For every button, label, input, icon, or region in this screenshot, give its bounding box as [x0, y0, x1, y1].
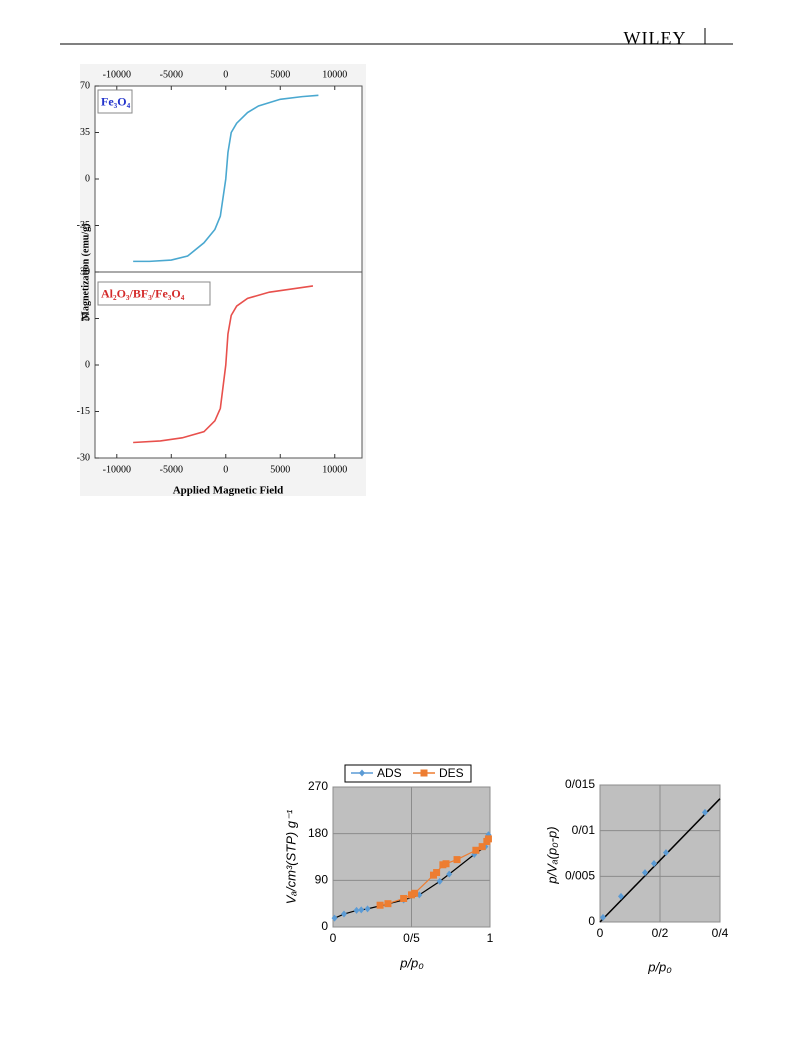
x-tick-label: -10000: [103, 69, 131, 80]
x-tick-label: 0/5: [403, 931, 420, 945]
marker: [358, 906, 365, 914]
x-tick-label: 1: [487, 931, 494, 945]
marker: [702, 808, 708, 816]
legend-box: [344, 764, 472, 783]
y-tick-label: -30: [77, 452, 90, 463]
marker: [384, 900, 392, 908]
series-line: [133, 94, 319, 263]
y-tick-label: 0/015: [565, 777, 595, 791]
legend-label: DES: [439, 766, 464, 780]
marker: [420, 769, 428, 777]
marker: [618, 892, 624, 900]
x-axis-label: p/p₀: [647, 959, 672, 974]
panel-label-box: [97, 89, 133, 114]
x-tick-label: 0: [597, 926, 604, 940]
y-tick-label: 180: [308, 826, 328, 840]
marker: [651, 860, 657, 868]
series-line: [133, 285, 314, 444]
marker: [411, 889, 419, 897]
marker: [442, 860, 450, 868]
marker: [446, 870, 453, 878]
fit-line: [599, 798, 721, 923]
marker: [359, 769, 365, 777]
panel-label-box: [97, 281, 211, 306]
panel-label: Fe₃O₄: [101, 94, 131, 108]
x-tick-label: 0: [330, 931, 337, 945]
y-tick-label: -35: [77, 220, 90, 231]
marker: [642, 869, 648, 877]
x-axis-label: p/p₀: [399, 955, 424, 970]
x-tick-label: 5000: [270, 464, 290, 475]
x-tick-label: 10000: [322, 69, 347, 80]
y-axis-label: Magnetization (emu/g): [80, 224, 91, 321]
x-tick-label: -10000: [103, 464, 131, 475]
marker: [484, 835, 492, 843]
marker: [433, 869, 441, 877]
x-tick-label: 5000: [270, 69, 290, 80]
marker: [453, 856, 461, 864]
marker: [472, 846, 480, 854]
legend-label: ADS: [377, 766, 402, 780]
y-axis-label: p/Vₐ(p₀-p): [544, 826, 559, 884]
x-tick-label: -5000: [160, 464, 183, 475]
marker: [376, 901, 384, 909]
x-tick-label: 0/2: [652, 926, 669, 940]
y-tick-label: 0/01: [572, 823, 596, 837]
marker: [663, 849, 669, 857]
y-axis-label: Vₐ/cm³(STP) g⁻¹: [283, 809, 298, 904]
marker: [364, 905, 371, 913]
marker: [600, 913, 606, 921]
panel-label: Al₂O₃/BF₃/Fe₃O₄: [101, 286, 185, 300]
x-tick-label: 0/4: [712, 926, 729, 940]
y-tick-label: 30: [80, 266, 90, 277]
y-tick-label: -15: [77, 406, 90, 417]
marker: [478, 843, 486, 851]
marker: [331, 914, 338, 922]
marker: [340, 910, 347, 918]
x-axis-label: Applied Magnetic Field: [173, 485, 284, 497]
plot-area: [94, 85, 363, 273]
y-tick-label: 270: [308, 779, 328, 793]
y-tick-label: 0: [588, 914, 595, 928]
marker: [353, 906, 360, 914]
marker: [400, 894, 408, 902]
publisher: WILEY: [624, 28, 687, 48]
y-tick-label: 0: [321, 919, 328, 933]
x-tick-label: -5000: [160, 69, 183, 80]
y-tick-label: 90: [315, 873, 329, 887]
y-tick-label: 0: [85, 173, 90, 184]
y-tick-label: 0: [85, 359, 90, 370]
y-tick-label: 15: [80, 313, 90, 324]
y-tick-label: 70: [80, 80, 90, 91]
marker: [436, 877, 443, 885]
x-tick-label: 0: [223, 69, 228, 80]
y-tick-label: 35: [80, 127, 90, 138]
y-tick-label: 0/005: [565, 869, 595, 883]
x-tick-label: 0: [223, 464, 228, 475]
x-tick-label: 10000: [322, 464, 347, 475]
